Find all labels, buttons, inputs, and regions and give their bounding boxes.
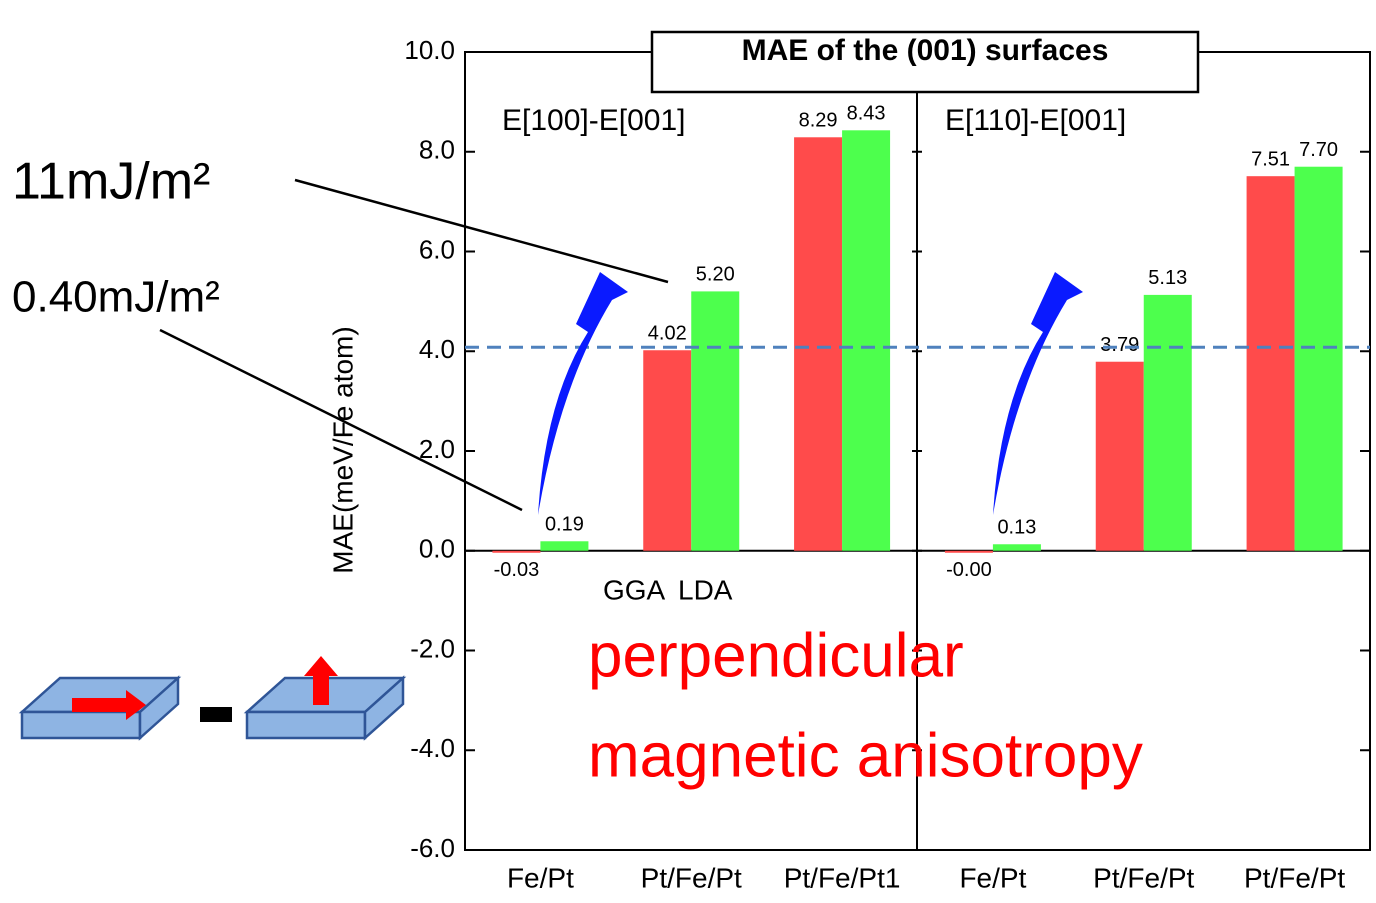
x-tick-label: Pt/Fe/Pt: [1244, 862, 1345, 893]
y-tick-label: 8.0: [419, 135, 455, 165]
panel-label: E[100]-E[001]: [502, 104, 685, 137]
leader-line: [295, 180, 668, 282]
y-tick-label: 4.0: [419, 334, 455, 364]
annotation: perpendicular: [588, 621, 964, 690]
y-tick-label: 10.0: [404, 35, 455, 65]
y-tick-label: -6.0: [410, 833, 455, 863]
y-tick-label: 0.0: [419, 534, 455, 564]
value-label: 0.13: [997, 517, 1036, 539]
bar: [1247, 176, 1295, 551]
arrow: [993, 272, 1083, 515]
bar: [540, 541, 588, 550]
bar: [842, 130, 890, 550]
x-tick-label: Fe/Pt: [507, 862, 574, 893]
value-label: -0.03: [494, 559, 540, 581]
value-label: 5.13: [1148, 267, 1187, 289]
y-tick-label: 2.0: [419, 434, 455, 464]
bar: [1096, 362, 1144, 551]
bar: [1295, 167, 1343, 551]
y-tick-label: -4.0: [410, 733, 455, 763]
value-label: 7.51: [1251, 148, 1290, 170]
x-tick-label: Pt/Fe/Pt: [641, 862, 742, 893]
bar: [945, 551, 993, 553]
value-label: 8.29: [799, 110, 838, 132]
x-tick-label: Fe/Pt: [959, 862, 1026, 893]
value-label: 5.20: [696, 264, 735, 286]
chart-title: MAE of the (001) surfaces: [742, 34, 1109, 67]
panel-label: E[110]-E[001]: [945, 104, 1126, 137]
x-tick-label: Pt/Fe/Pt1: [784, 862, 901, 893]
bar: [794, 137, 842, 550]
y-tick-label: -2.0: [410, 633, 455, 663]
bar: [993, 544, 1041, 550]
value-label: -0.00: [946, 559, 992, 581]
bar: [1144, 295, 1192, 551]
legend-entry: LDA: [678, 574, 733, 605]
value-label: 0.19: [545, 514, 584, 536]
bar: [691, 291, 739, 550]
y-tick-label: 6.0: [419, 234, 455, 264]
value-label: 8.43: [847, 103, 886, 125]
legend-entry: GGA: [603, 574, 666, 605]
x-tick-label: Pt/Fe/Pt: [1093, 862, 1194, 893]
value-label: 7.70: [1299, 139, 1338, 161]
value-label: 4.02: [648, 323, 687, 345]
annotation: magnetic anisotropy: [588, 721, 1143, 790]
value-label: 3.79: [1100, 334, 1139, 356]
bar: [492, 551, 540, 553]
bar: [643, 350, 691, 550]
annotation: 11mJ/m²: [12, 153, 210, 211]
chart: -6.0 -4.0 -2.0 0.0 2.0 4.0 6.0 8.0 10.0 Fe/Pt -0.0…: [0, 0, 1376, 903]
annotation: 0.40mJ/m²: [12, 273, 220, 322]
y-axis-label: MAE(meV/Fe atom): [327, 326, 358, 573]
arrow: [538, 272, 628, 515]
minus-sign: [200, 707, 232, 722]
